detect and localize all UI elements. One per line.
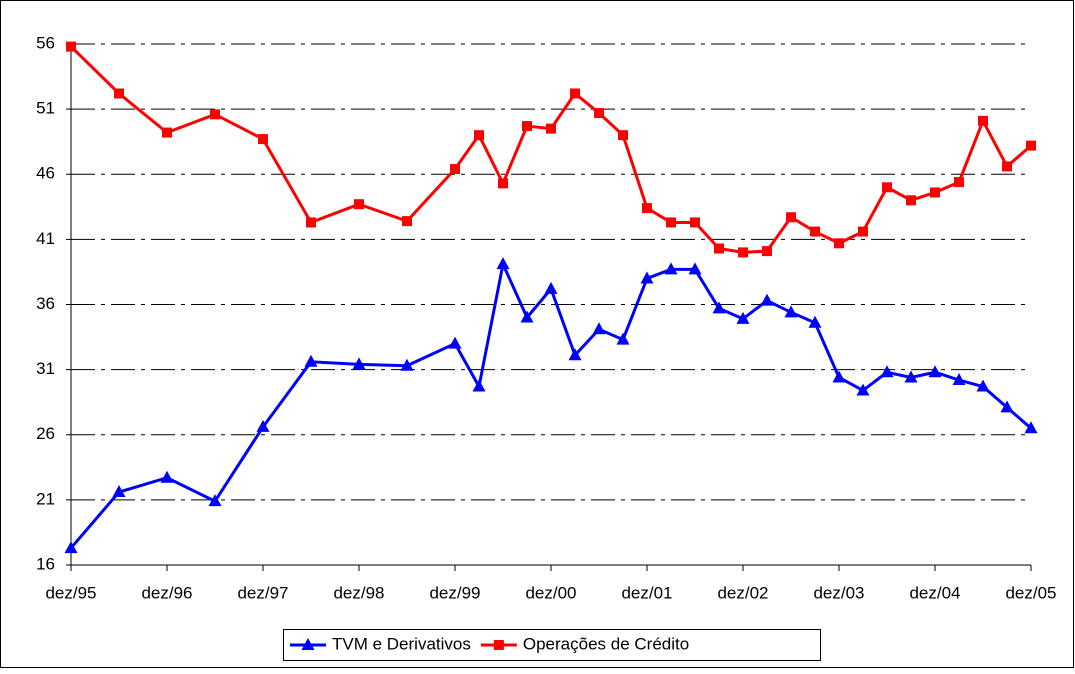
- marker: [690, 217, 700, 228]
- marker: [712, 301, 726, 314]
- marker: [546, 123, 556, 134]
- marker: [258, 134, 268, 145]
- marker: [760, 293, 774, 306]
- y-tick-label: 31: [36, 359, 55, 378]
- x-tick-label: dez/05: [1005, 583, 1056, 602]
- marker: [808, 315, 822, 328]
- marker: [301, 638, 315, 650]
- marker: [882, 182, 892, 193]
- marker: [160, 470, 174, 483]
- marker: [1000, 400, 1014, 413]
- marker: [1024, 421, 1038, 434]
- marker: [616, 332, 630, 345]
- marker: [498, 178, 508, 189]
- grid: 16 21 26 31 36 41 46 51 56 dez/95 dez/96 dez/97 dez/…: [36, 33, 1056, 602]
- marker: [114, 88, 124, 99]
- marker: [448, 336, 462, 349]
- y-tick-label: 41: [36, 229, 55, 248]
- marker: [256, 419, 270, 432]
- marker: [952, 373, 966, 386]
- marker: [306, 217, 316, 228]
- marker: [810, 226, 820, 237]
- marker: [928, 365, 942, 378]
- x-tick-label: dez/01: [621, 583, 672, 602]
- marker: [642, 203, 652, 214]
- marker: [666, 217, 676, 228]
- marker: [474, 130, 484, 141]
- x-tick-label: dez/96: [141, 583, 192, 602]
- marker: [568, 348, 582, 361]
- legend: TVM e Derivativos Operações de Crédito: [283, 629, 821, 661]
- marker: [304, 354, 318, 367]
- marker: [618, 130, 628, 141]
- marker: [496, 257, 510, 270]
- marker: [402, 216, 412, 227]
- marker: [208, 494, 222, 507]
- x-tick-label: dez/98: [333, 583, 384, 602]
- marker: [688, 262, 702, 275]
- x-tick-label: dez/03: [813, 583, 864, 602]
- marker: [832, 370, 846, 383]
- x-tick-label: dez/02: [717, 583, 768, 602]
- legend-label: TVM e Derivativos: [332, 634, 471, 653]
- marker: [493, 640, 504, 650]
- marker: [400, 358, 414, 371]
- legend-box: [283, 629, 821, 661]
- y-tick-label: 21: [36, 489, 55, 508]
- marker: [834, 238, 844, 249]
- marker: [738, 247, 748, 258]
- x-tick-label: dez/00: [525, 583, 576, 602]
- marker: [472, 379, 486, 392]
- marker: [736, 311, 750, 324]
- marker: [354, 199, 364, 210]
- marker: [522, 121, 532, 132]
- marker: [594, 108, 604, 119]
- y-tick-label: 46: [36, 164, 55, 183]
- y-tick-label: 51: [36, 99, 55, 118]
- marker: [64, 541, 78, 554]
- y-tick-label: 36: [36, 294, 55, 313]
- y-tick-label: 56: [36, 33, 55, 52]
- marker: [162, 127, 172, 138]
- x-tick-label: dez/97: [237, 583, 288, 602]
- marker: [976, 379, 990, 392]
- marker: [66, 41, 76, 52]
- marker: [570, 88, 580, 99]
- marker: [954, 177, 964, 188]
- marker: [978, 115, 988, 126]
- marker: [1026, 140, 1036, 151]
- x-tick-label: dez/04: [909, 583, 960, 602]
- marker: [1002, 161, 1012, 172]
- marker: [784, 305, 798, 318]
- x-tick-label: dez/99: [429, 583, 480, 602]
- marker: [858, 226, 868, 237]
- y-tick-label: 16: [36, 554, 55, 573]
- marker: [880, 365, 894, 378]
- legend-label: Operações de Crédito: [523, 634, 689, 653]
- marker: [450, 164, 460, 175]
- marker: [592, 322, 606, 335]
- marker: [640, 271, 654, 284]
- marker: [930, 187, 940, 198]
- marker: [786, 212, 796, 223]
- marker: [762, 246, 772, 257]
- marker: [520, 310, 534, 323]
- marker: [544, 281, 558, 294]
- plot: [64, 41, 1038, 554]
- marker: [112, 485, 126, 498]
- marker: [856, 383, 870, 396]
- y-tick-label: 26: [36, 424, 55, 443]
- marker: [210, 109, 220, 120]
- marker: [714, 243, 724, 254]
- marker: [904, 370, 918, 383]
- marker: [906, 195, 916, 206]
- marker: [664, 262, 678, 275]
- marker: [352, 357, 366, 370]
- x-tick-label: dez/95: [45, 583, 96, 602]
